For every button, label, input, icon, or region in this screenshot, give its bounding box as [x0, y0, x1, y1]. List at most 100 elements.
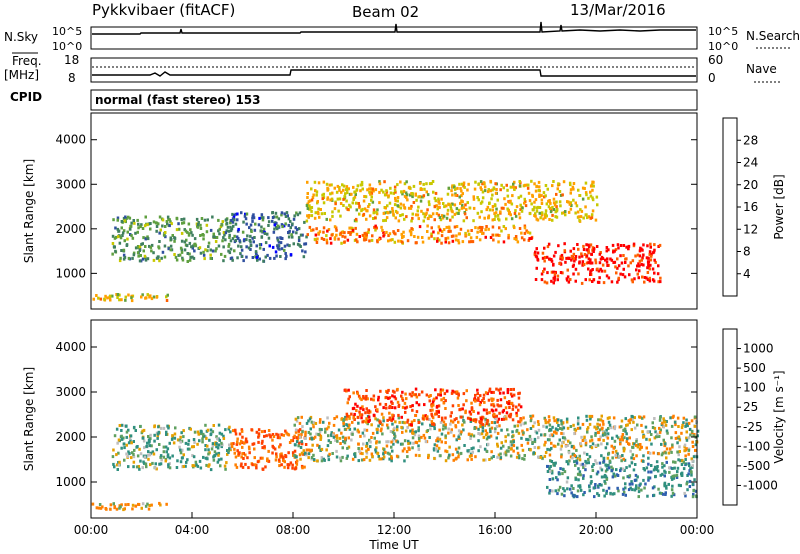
data-cell: [623, 275, 627, 279]
data-cell: [118, 460, 121, 464]
data-cell: [267, 236, 271, 240]
data-cell: [400, 415, 403, 419]
data-cell: [329, 192, 332, 196]
data-cell: [424, 440, 428, 444]
data-cell: [607, 451, 611, 455]
data-cell: [116, 468, 119, 471]
data-cell: [365, 441, 369, 445]
data-cell: [658, 491, 662, 495]
data-cell: [267, 429, 271, 432]
data-cell: [411, 212, 414, 216]
data-cell: [534, 278, 538, 281]
data-cell: [435, 444, 439, 448]
data-cell: [508, 406, 511, 409]
data-cell: [372, 398, 375, 402]
data-cell: [136, 218, 139, 222]
data-cell: [534, 430, 537, 434]
cpid-panel-frame: [90, 89, 698, 111]
data-cell: [279, 241, 283, 245]
data-cell: [690, 419, 694, 423]
data-cell: [487, 423, 491, 427]
data-cell: [374, 188, 378, 192]
data-cell: [552, 208, 556, 211]
data-cell: [420, 435, 423, 439]
data-cell: [229, 448, 232, 452]
data-cell: [626, 437, 629, 441]
data-cell: [568, 181, 572, 185]
data-cell: [287, 235, 291, 239]
data-cell: [447, 230, 450, 233]
data-cell: [509, 447, 513, 451]
data-cell: [587, 257, 591, 261]
data-cell: [500, 206, 504, 210]
data-cell: [150, 243, 154, 247]
data-cell: [547, 242, 551, 246]
data-cell: [273, 256, 276, 260]
data-cell: [344, 235, 347, 239]
data-cell: [310, 209, 313, 213]
data-cell: [409, 206, 413, 210]
data-cell: [696, 434, 699, 438]
data-cell: [619, 272, 622, 276]
data-cell: [563, 436, 566, 440]
data-cell: [680, 426, 684, 430]
data-cell: [577, 272, 580, 276]
data-cell: [321, 193, 324, 197]
data-cell: [658, 418, 662, 422]
data-cell: [569, 487, 572, 491]
data-cell: [599, 257, 603, 261]
data-cell: [519, 405, 523, 409]
data-cell: [325, 448, 328, 452]
data-cell: [372, 208, 376, 212]
data-cell: [148, 453, 152, 457]
data-cell: [298, 453, 302, 457]
data-cell: [271, 216, 275, 219]
data-cell: [356, 184, 360, 188]
data-cell: [412, 431, 415, 435]
data-cell: [581, 186, 585, 190]
data-cell: [694, 489, 698, 493]
data-cell: [546, 465, 550, 468]
data-cell: [522, 422, 525, 426]
data-cell: [312, 453, 315, 457]
data-cell: [394, 216, 397, 220]
data-cell: [407, 442, 410, 446]
data-cell: [112, 448, 115, 452]
data-cell: [647, 462, 650, 466]
data-cell: [633, 478, 637, 482]
data-cell: [565, 256, 568, 260]
data-cell: [586, 427, 589, 431]
data-cell: [202, 253, 206, 257]
data-cell: [409, 233, 413, 237]
data-cell: [576, 422, 580, 426]
data-cell: [370, 191, 374, 195]
data-cell: [339, 202, 343, 205]
data-cell: [203, 257, 206, 261]
data-cell: [370, 397, 373, 401]
data-cell: [454, 193, 457, 197]
data-cell: [187, 442, 190, 446]
data-cell: [490, 421, 494, 424]
data-cell: [129, 439, 132, 443]
data-cell: [438, 216, 442, 219]
data-cell: [375, 210, 378, 214]
data-cell: [594, 433, 597, 437]
data-cell: [601, 263, 605, 267]
data-cell: [465, 399, 468, 403]
data-cell: [461, 240, 465, 244]
data-cell: [527, 191, 531, 195]
data-cell: [509, 412, 513, 416]
data-cell: [583, 253, 587, 256]
data-cell: [151, 461, 154, 465]
data-cell: [551, 218, 554, 222]
data-cell: [378, 440, 381, 444]
data-cell: [502, 225, 506, 228]
data-cell: [171, 454, 174, 458]
data-cell: [346, 238, 350, 242]
data-cell: [224, 428, 227, 432]
data-cell: [157, 246, 161, 250]
data-cell: [253, 228, 257, 232]
data-cell: [578, 194, 582, 197]
data-cell: [158, 259, 161, 263]
